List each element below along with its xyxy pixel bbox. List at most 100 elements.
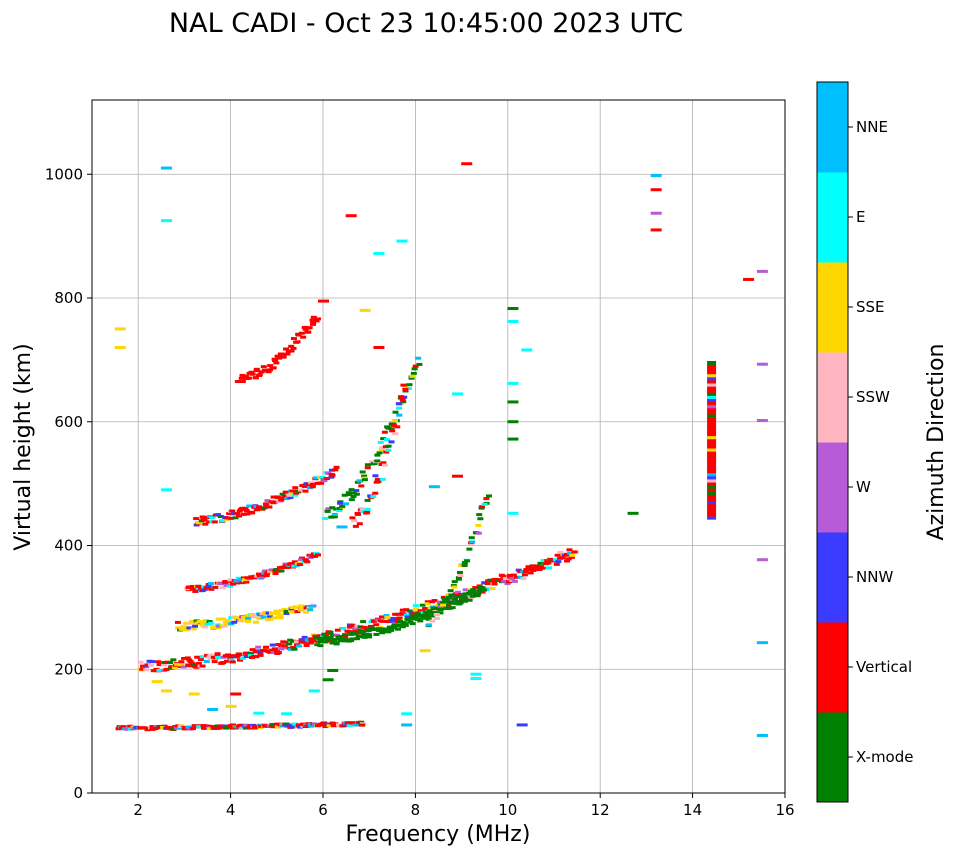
echo-mark [289,611,295,614]
colorbar-label: SSW [856,388,890,406]
y-tick-label: 1000 [45,165,83,183]
echo-mark [337,502,343,505]
echo-mark [384,616,390,619]
echo-mark [365,508,371,511]
echo-mark [362,478,368,481]
colorbar-segment [817,82,848,173]
isolated-echo-mark [327,669,338,672]
echo-mark [309,605,315,608]
echo-mark [250,373,256,376]
echo-mark [485,582,491,585]
echo-mark [315,553,321,556]
echo-mark [411,372,417,375]
colorbar-label: NNE [856,118,888,136]
echo-mark [353,489,359,492]
echo-mark [264,574,270,577]
echo-mark [196,662,202,665]
echo-mark [448,594,454,597]
echo-mark [278,569,284,572]
colorbar-label: SSE [856,298,885,316]
echo-mark [412,367,418,370]
echo-mark [434,613,440,616]
echo-mark [212,660,218,663]
x-tick-label: 10 [498,801,517,819]
echo-mark [167,661,173,664]
echo-mark [431,599,437,602]
echo-mark [370,495,376,498]
isolated-echo-mark [757,363,768,366]
echo-mark [475,524,481,527]
isolated-echo-mark [161,488,172,491]
echo-mark [310,323,316,326]
isolated-echo-mark [507,307,518,310]
echo-mark [557,551,563,554]
colorbar-label: E [856,208,865,226]
echo-mark [215,652,221,655]
echo-mark [572,550,578,553]
echo-mark [229,510,235,513]
echo-mark [469,536,475,539]
echo-mark [403,624,409,627]
echo-mark [281,356,287,359]
isolated-echo-mark [461,162,472,165]
echo-mark [462,564,468,567]
plot-background [92,100,785,793]
echo-mark [388,629,394,632]
colorbar-segment [817,622,848,713]
isolated-echo-mark [401,712,412,715]
echo-mark [355,513,361,516]
echo-mark [366,633,372,636]
echo-mark [554,563,560,566]
echo-mark [392,432,398,435]
echo-mark [396,402,402,405]
echo-mark [440,604,446,607]
echo-mark [413,604,419,607]
echo-mark [400,398,406,401]
echo-mark [315,317,321,320]
echo-mark [481,503,487,506]
colorbar-segment [817,352,848,443]
isolated-echo-mark [373,252,384,255]
echo-mark [402,388,408,391]
echo-mark [276,651,282,654]
echo-mark [452,586,458,589]
colorbar-segment [817,532,848,623]
echo-mark [307,326,313,329]
echo-mark [522,573,528,576]
echo-mark [204,660,210,663]
colorbar: X-modeVerticalNNWWSSWSSEENNE [817,82,913,803]
echo-mark [328,631,334,634]
x-tick-label: 12 [591,801,610,819]
echo-mark [380,478,386,481]
echo-mark [357,522,363,525]
isolated-echo-mark [230,693,241,696]
x-tick-label: 8 [411,801,421,819]
echo-mark [238,619,244,622]
isolated-echo-mark [452,392,463,395]
echo-mark [271,366,277,369]
echo-mark [193,517,199,520]
echo-mark [291,337,297,340]
echo-mark [208,622,214,625]
isolated-echo-mark [346,214,357,217]
isolated-echo-mark [189,693,200,696]
echo-mark [318,482,324,485]
echo-mark [481,588,487,591]
echo-mark [170,658,176,661]
echo-mark [450,606,456,609]
echo-mark [540,567,546,570]
isolated-echo-mark [507,320,518,323]
echo-mark [202,625,208,628]
echo-mark [208,582,214,585]
echo-mark [297,563,303,566]
echo-mark [464,559,470,562]
echo-mark [477,517,483,520]
isolated-echo-mark [757,641,768,644]
echo-mark [342,633,348,636]
echo-mark [330,474,336,477]
echo-mark [470,588,476,591]
plot-area [92,100,785,793]
isolated-echo-mark [115,346,126,349]
isolated-echo-mark [235,380,246,383]
echo-mark [489,587,495,590]
